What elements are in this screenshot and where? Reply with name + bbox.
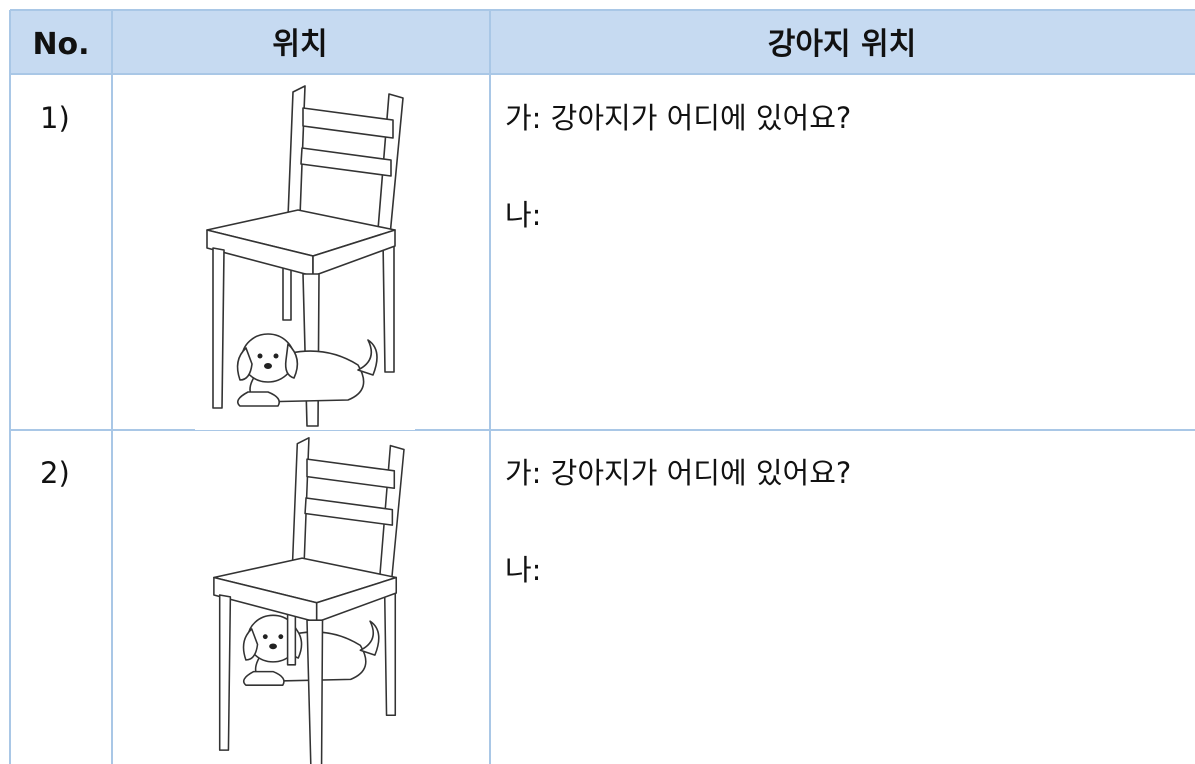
header-cell: 위치	[272, 27, 327, 62]
dialogue-line: 가: 강아지가 어디에 있어요?	[505, 456, 851, 490]
header-cell: 강아지 위치	[768, 27, 916, 62]
row-number: 2)	[40, 456, 70, 490]
row-number: 1)	[40, 101, 70, 135]
dialogue-line: 가: 강아지가 어디에 있어요?	[505, 101, 851, 135]
header-cell: No.	[32, 27, 89, 62]
header-background	[10, 10, 1195, 74]
dialogue-line: 나:	[505, 553, 541, 587]
dialogue-line: 나:	[505, 198, 541, 232]
